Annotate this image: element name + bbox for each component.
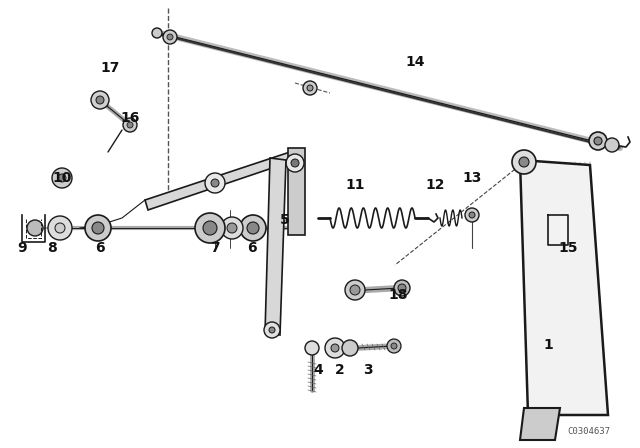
Circle shape: [163, 30, 177, 44]
Text: 6: 6: [95, 241, 105, 255]
Text: 1: 1: [543, 338, 553, 352]
Polygon shape: [265, 158, 286, 335]
Circle shape: [307, 85, 313, 91]
Circle shape: [92, 222, 104, 234]
Text: 11: 11: [345, 178, 365, 192]
Circle shape: [27, 220, 43, 236]
Circle shape: [127, 122, 133, 128]
Text: 13: 13: [462, 171, 482, 185]
Circle shape: [55, 223, 65, 233]
Text: 17: 17: [100, 61, 120, 75]
Circle shape: [342, 340, 358, 356]
Circle shape: [52, 168, 72, 188]
Circle shape: [345, 280, 365, 300]
Polygon shape: [288, 148, 305, 235]
Circle shape: [398, 284, 406, 292]
Circle shape: [167, 34, 173, 40]
Circle shape: [465, 208, 479, 222]
Circle shape: [512, 150, 536, 174]
Text: 5: 5: [280, 213, 290, 227]
Circle shape: [152, 28, 162, 38]
Text: 2: 2: [335, 363, 345, 377]
Text: 9: 9: [17, 241, 27, 255]
Circle shape: [195, 213, 225, 243]
Circle shape: [211, 179, 219, 187]
Text: 7: 7: [210, 241, 220, 255]
Circle shape: [305, 341, 319, 355]
Circle shape: [387, 339, 401, 353]
Text: 6: 6: [247, 241, 257, 255]
Circle shape: [58, 174, 66, 182]
Circle shape: [91, 91, 109, 109]
Circle shape: [203, 221, 217, 235]
Circle shape: [264, 322, 280, 338]
Circle shape: [240, 215, 266, 241]
Circle shape: [221, 217, 243, 239]
Text: C0304637: C0304637: [567, 427, 610, 436]
Circle shape: [469, 212, 475, 218]
Circle shape: [594, 137, 602, 145]
Text: 14: 14: [405, 55, 425, 69]
Circle shape: [325, 338, 345, 358]
Text: 12: 12: [425, 178, 445, 192]
Text: 16: 16: [120, 111, 140, 125]
Circle shape: [96, 96, 104, 104]
Circle shape: [247, 222, 259, 234]
Text: 18: 18: [388, 288, 408, 302]
Circle shape: [85, 215, 111, 241]
Circle shape: [519, 157, 529, 167]
Circle shape: [391, 343, 397, 349]
Polygon shape: [145, 152, 290, 210]
Circle shape: [227, 223, 237, 233]
Text: 10: 10: [52, 171, 72, 185]
Circle shape: [303, 81, 317, 95]
Text: 4: 4: [313, 363, 323, 377]
Polygon shape: [520, 160, 608, 415]
Circle shape: [48, 216, 72, 240]
Text: 8: 8: [47, 241, 57, 255]
Circle shape: [605, 138, 619, 152]
Circle shape: [589, 132, 607, 150]
Circle shape: [123, 118, 137, 132]
Circle shape: [350, 285, 360, 295]
Polygon shape: [520, 408, 560, 440]
Circle shape: [286, 154, 304, 172]
Text: 3: 3: [363, 363, 373, 377]
Text: 15: 15: [558, 241, 578, 255]
Circle shape: [394, 280, 410, 296]
Circle shape: [205, 173, 225, 193]
Circle shape: [331, 344, 339, 352]
Circle shape: [269, 327, 275, 333]
Circle shape: [291, 159, 299, 167]
